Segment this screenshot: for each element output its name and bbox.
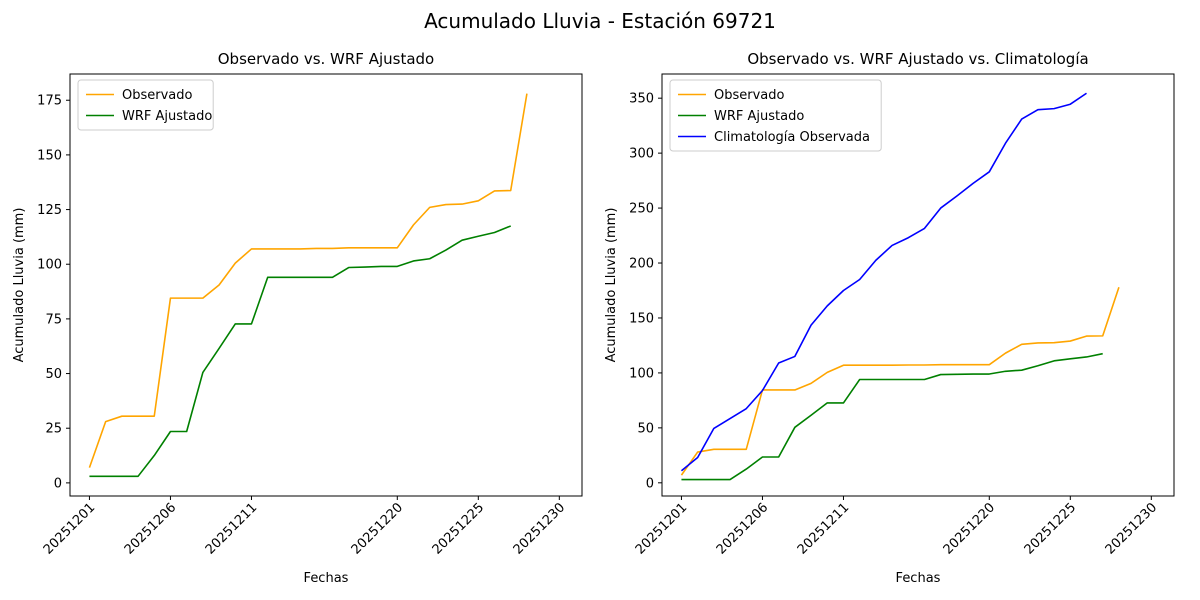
x-tick-label: 20251225 (1022, 500, 1079, 557)
y-tick-label: 300 (629, 147, 654, 162)
chart-title: Observado vs. WRF Ajustado vs. Climatolo… (747, 50, 1088, 68)
plot-area-frame (69, 73, 583, 497)
series-line-3 (680, 92, 1087, 472)
x-tick-label: 20251220 (349, 500, 406, 557)
y-tick-label: 50 (637, 421, 654, 436)
x-tick-label: 20251225 (430, 500, 487, 557)
y-tick-label: 25 (45, 422, 62, 437)
chart-title: Observado vs. WRF Ajustado (218, 50, 434, 68)
x-tick-label: 20251201 (633, 500, 690, 557)
y-axis-label: Acumulado Lluvia (mm) (604, 208, 619, 363)
y-tick-label: 75 (45, 312, 62, 327)
y-tick-label: 50 (45, 367, 62, 382)
legend-box (77, 79, 214, 131)
y-tick-label: 350 (629, 92, 654, 107)
series-line-2 (681, 352, 1103, 481)
series-line-1 (680, 286, 1120, 476)
legend-label-1: Observado (714, 88, 785, 103)
x-tick-label: 20251211 (203, 500, 260, 557)
legend: Observado WRF Ajustado (77, 79, 214, 131)
y-tick-label: 250 (629, 202, 654, 217)
x-axis-label: Fechas (896, 571, 941, 586)
y-tick-label: 175 (37, 94, 62, 109)
series-line-1 (88, 93, 528, 468)
legend-box (669, 79, 882, 152)
x-tick-label: 20251206 (714, 500, 771, 557)
x-axis-label: Fechas (304, 571, 349, 586)
x-tick-label: 20251230 (511, 500, 568, 557)
x-tick-label: 20251230 (1103, 500, 1160, 557)
chart-panel-2: Observado vs. WRF Ajustado vs. Climatolo… (604, 50, 1175, 586)
y-tick-label: 200 (629, 257, 654, 272)
legend-label-1: Observado (122, 88, 193, 103)
y-tick-label: 0 (646, 476, 654, 491)
x-tick-label: 20251206 (122, 500, 179, 557)
y-tick-label: 125 (37, 203, 62, 218)
y-tick-label: 0 (54, 476, 62, 491)
series-line-2 (89, 225, 512, 478)
y-tick-label: 150 (37, 148, 62, 163)
y-axis-label: Acumulado Lluvia (mm) (12, 208, 27, 363)
figure-suptitle: Acumulado Lluvia - Estación 69721 (424, 9, 776, 33)
legend-label-3: Climatología Observada (714, 130, 870, 145)
legend-label-2: WRF Ajustado (714, 109, 804, 124)
legend: Observado WRF Ajustado Climatología Observ… (669, 79, 882, 152)
y-tick-label: 100 (629, 366, 654, 381)
y-tick-label: 100 (37, 258, 62, 273)
x-tick-label: 20251211 (795, 500, 852, 557)
chart-panel-1: Observado vs. WRF Ajustado 0 25 50 75 100 125 1… (12, 50, 583, 586)
y-tick-label: 150 (629, 311, 654, 326)
x-tick-label: 20251220 (941, 500, 998, 557)
legend-label-2: WRF Ajustado (122, 109, 212, 124)
x-tick-label: 20251201 (41, 500, 98, 557)
